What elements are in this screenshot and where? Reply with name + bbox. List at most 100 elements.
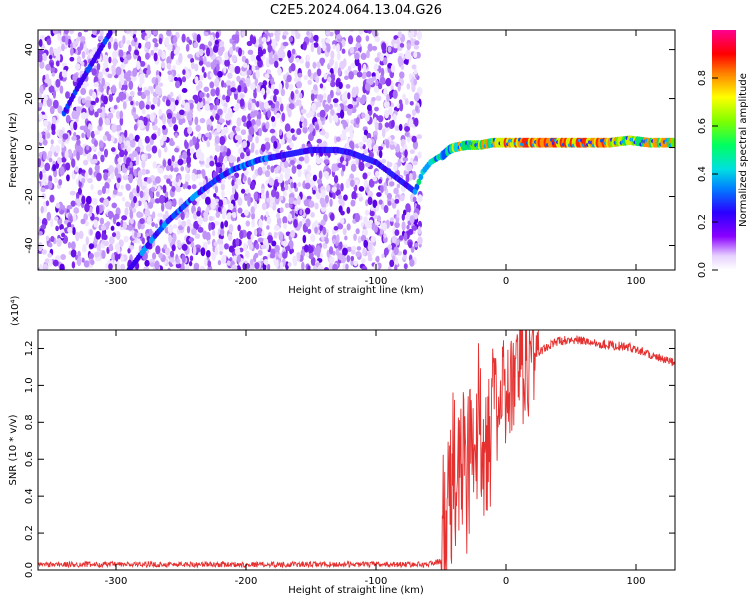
noise-speck xyxy=(103,172,108,181)
noise-speck xyxy=(256,85,261,93)
noise-speck xyxy=(279,195,284,201)
noise-speck xyxy=(189,147,195,155)
noise-speck xyxy=(337,223,344,230)
noise-speck xyxy=(331,163,337,173)
noise-speck xyxy=(322,242,328,249)
noise-speck xyxy=(213,104,218,111)
noise-speck xyxy=(392,255,396,262)
noise-speck xyxy=(152,30,159,36)
noise-speck xyxy=(331,186,337,193)
noise-speck xyxy=(308,30,314,33)
noise-speck xyxy=(218,118,225,124)
noise-speck xyxy=(172,65,176,71)
noise-speck xyxy=(290,90,295,100)
noise-speck xyxy=(53,47,58,57)
noise-speck xyxy=(251,36,257,45)
noise-speck xyxy=(254,262,260,270)
noise-speck xyxy=(377,115,384,123)
noise-speck xyxy=(128,173,134,184)
noise-speck xyxy=(367,77,374,86)
noise-speck xyxy=(141,108,146,115)
noise-speck xyxy=(253,191,259,201)
noise-speck xyxy=(157,49,163,57)
noise-speck xyxy=(339,60,346,70)
noise-speck xyxy=(309,178,315,188)
noise-speck xyxy=(86,129,91,139)
noise-speck xyxy=(114,243,121,251)
noise-speck xyxy=(91,30,97,36)
noise-speck xyxy=(149,262,155,268)
noise-speck xyxy=(151,145,158,154)
noise-speck xyxy=(118,49,124,58)
noise-speck xyxy=(286,131,291,139)
noise-speck xyxy=(307,265,311,270)
noise-speck xyxy=(350,62,356,69)
noise-speck xyxy=(251,64,256,72)
noise-speck xyxy=(122,174,129,181)
noise-speck xyxy=(257,58,263,68)
noise-speck xyxy=(348,124,354,134)
noise-speck xyxy=(236,254,242,263)
noise-speck xyxy=(215,87,220,97)
noise-speck xyxy=(342,160,347,166)
noise-speck xyxy=(52,30,59,35)
noise-speck xyxy=(296,128,302,136)
noise-speck xyxy=(366,104,372,112)
noise-speck xyxy=(375,95,382,102)
noise-speck xyxy=(241,115,247,123)
noise-speck xyxy=(363,239,369,248)
noise-speck xyxy=(237,84,242,93)
noise-speck xyxy=(215,162,222,168)
noise-speck xyxy=(409,258,415,267)
noise-speck xyxy=(317,178,323,185)
noise-speck xyxy=(40,223,47,230)
noise-speck xyxy=(346,206,351,214)
noise-speck xyxy=(265,211,269,218)
noise-speck xyxy=(274,167,279,174)
noise-speck xyxy=(347,35,354,45)
noise-speck xyxy=(169,140,175,147)
noise-speck xyxy=(351,106,357,114)
noise-speck xyxy=(297,169,302,178)
noise-speck xyxy=(222,151,227,157)
noise-speck xyxy=(408,73,413,81)
noise-speck xyxy=(172,224,178,229)
noise-speck xyxy=(288,102,295,110)
noise-speck xyxy=(165,165,171,172)
noise-speck xyxy=(341,129,347,136)
noise-speck xyxy=(150,104,155,110)
noise-speck xyxy=(267,234,273,243)
noise-speck xyxy=(370,235,377,243)
noise-speck xyxy=(76,55,82,64)
noise-speck xyxy=(245,220,251,227)
noise-speck xyxy=(52,259,59,267)
noise-speck xyxy=(188,260,193,267)
noise-speck xyxy=(123,83,128,91)
noise-speck xyxy=(151,133,157,140)
noise-speck xyxy=(55,202,61,209)
noise-speck xyxy=(180,166,185,172)
noise-speck xyxy=(110,225,115,231)
noise-speck xyxy=(275,33,280,43)
noise-speck xyxy=(287,213,293,222)
noise-speck xyxy=(162,124,166,130)
noise-speck xyxy=(166,112,173,120)
noise-speck xyxy=(312,61,317,69)
noise-speck xyxy=(273,225,280,231)
noise-speck xyxy=(108,236,115,245)
noise-speck xyxy=(222,126,229,134)
noise-speck xyxy=(69,56,75,62)
noise-speck xyxy=(404,125,411,132)
noise-speck xyxy=(163,174,169,180)
noise-speck xyxy=(70,241,76,250)
noise-speck xyxy=(402,156,409,162)
noise-speck xyxy=(171,116,177,124)
noise-speck xyxy=(126,39,131,45)
noise-speck xyxy=(301,143,306,149)
noise-speck xyxy=(178,118,184,126)
noise-speck xyxy=(397,55,403,65)
noise-speck xyxy=(374,106,379,112)
noise-speck xyxy=(59,85,64,94)
noise-speck xyxy=(281,137,285,146)
